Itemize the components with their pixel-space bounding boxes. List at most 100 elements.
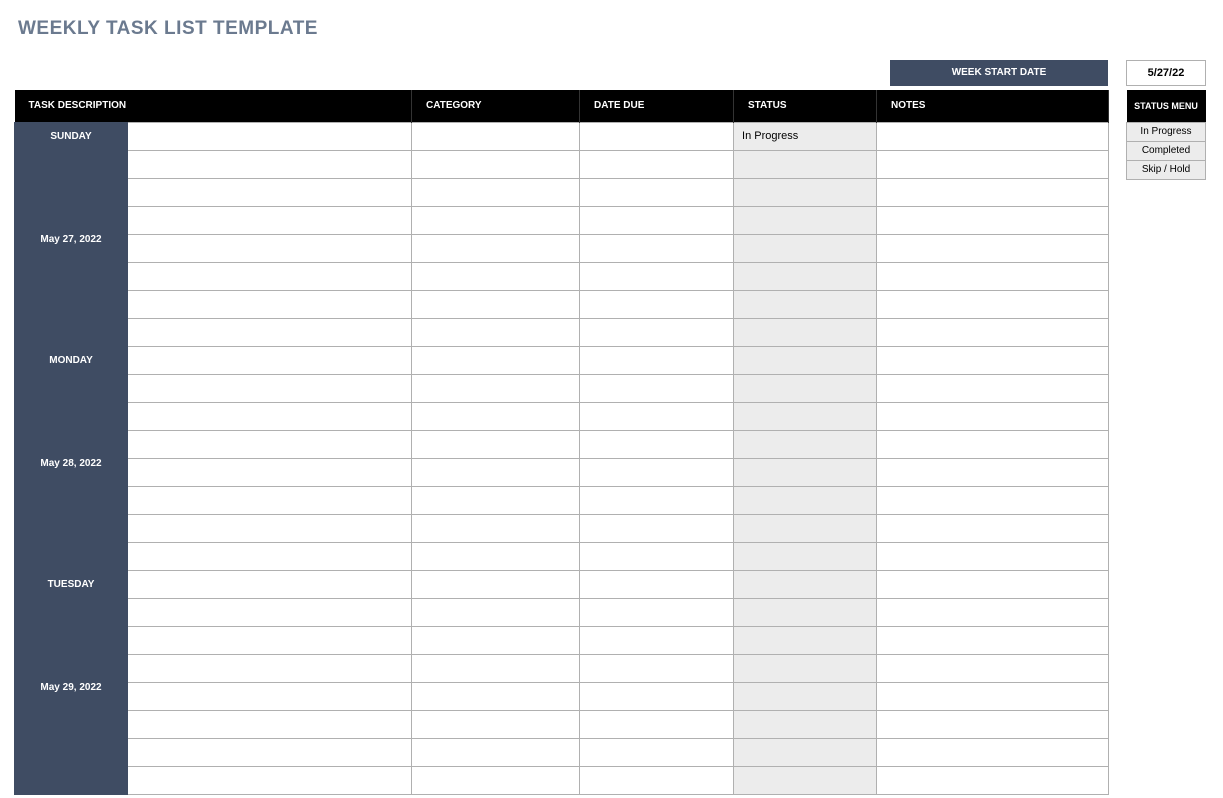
notes-cell[interactable] bbox=[877, 206, 1109, 234]
notes-cell[interactable] bbox=[877, 262, 1109, 290]
notes-cell[interactable] bbox=[877, 346, 1109, 374]
category-cell[interactable] bbox=[412, 178, 580, 206]
category-cell[interactable] bbox=[412, 766, 580, 794]
category-cell[interactable] bbox=[412, 318, 580, 346]
notes-cell[interactable] bbox=[877, 514, 1109, 542]
date-due-cell[interactable] bbox=[580, 150, 734, 178]
notes-cell[interactable] bbox=[877, 178, 1109, 206]
task-description-cell[interactable] bbox=[128, 486, 412, 514]
status-cell[interactable] bbox=[734, 402, 877, 430]
notes-cell[interactable] bbox=[877, 682, 1109, 710]
notes-cell[interactable] bbox=[877, 626, 1109, 654]
status-cell[interactable] bbox=[734, 150, 877, 178]
notes-cell[interactable] bbox=[877, 570, 1109, 598]
date-due-cell[interactable] bbox=[580, 766, 734, 794]
status-cell[interactable] bbox=[734, 626, 877, 654]
date-due-cell[interactable] bbox=[580, 374, 734, 402]
category-cell[interactable] bbox=[412, 682, 580, 710]
task-description-cell[interactable] bbox=[128, 290, 412, 318]
task-description-cell[interactable] bbox=[128, 542, 412, 570]
task-description-cell[interactable] bbox=[128, 150, 412, 178]
category-cell[interactable] bbox=[412, 290, 580, 318]
date-due-cell[interactable] bbox=[580, 710, 734, 738]
task-description-cell[interactable] bbox=[128, 178, 412, 206]
status-cell[interactable] bbox=[734, 570, 877, 598]
status-cell[interactable] bbox=[734, 346, 877, 374]
status-cell[interactable] bbox=[734, 206, 877, 234]
date-due-cell[interactable] bbox=[580, 458, 734, 486]
status-cell[interactable] bbox=[734, 710, 877, 738]
task-description-cell[interactable] bbox=[128, 710, 412, 738]
task-description-cell[interactable] bbox=[128, 766, 412, 794]
category-cell[interactable] bbox=[412, 346, 580, 374]
status-cell[interactable] bbox=[734, 178, 877, 206]
category-cell[interactable] bbox=[412, 542, 580, 570]
category-cell[interactable] bbox=[412, 122, 580, 150]
notes-cell[interactable] bbox=[877, 318, 1109, 346]
notes-cell[interactable] bbox=[877, 710, 1109, 738]
task-description-cell[interactable] bbox=[128, 206, 412, 234]
week-start-date-input[interactable]: 5/27/22 bbox=[1126, 60, 1206, 86]
date-due-cell[interactable] bbox=[580, 486, 734, 514]
category-cell[interactable] bbox=[412, 710, 580, 738]
date-due-cell[interactable] bbox=[580, 626, 734, 654]
status-cell[interactable] bbox=[734, 486, 877, 514]
status-cell[interactable] bbox=[734, 290, 877, 318]
category-cell[interactable] bbox=[412, 626, 580, 654]
notes-cell[interactable] bbox=[877, 122, 1109, 150]
category-cell[interactable] bbox=[412, 150, 580, 178]
category-cell[interactable] bbox=[412, 430, 580, 458]
notes-cell[interactable] bbox=[877, 150, 1109, 178]
task-description-cell[interactable] bbox=[128, 430, 412, 458]
task-description-cell[interactable] bbox=[128, 738, 412, 766]
task-description-cell[interactable] bbox=[128, 626, 412, 654]
task-description-cell[interactable] bbox=[128, 234, 412, 262]
task-description-cell[interactable] bbox=[128, 458, 412, 486]
status-cell[interactable] bbox=[734, 738, 877, 766]
task-description-cell[interactable] bbox=[128, 682, 412, 710]
notes-cell[interactable] bbox=[877, 598, 1109, 626]
status-menu-item[interactable]: In Progress bbox=[1127, 122, 1206, 141]
task-description-cell[interactable] bbox=[128, 346, 412, 374]
category-cell[interactable] bbox=[412, 402, 580, 430]
date-due-cell[interactable] bbox=[580, 738, 734, 766]
date-due-cell[interactable] bbox=[580, 570, 734, 598]
status-cell[interactable] bbox=[734, 374, 877, 402]
notes-cell[interactable] bbox=[877, 374, 1109, 402]
status-cell[interactable] bbox=[734, 766, 877, 794]
status-cell[interactable] bbox=[734, 234, 877, 262]
task-description-cell[interactable] bbox=[128, 654, 412, 682]
date-due-cell[interactable] bbox=[580, 262, 734, 290]
notes-cell[interactable] bbox=[877, 402, 1109, 430]
date-due-cell[interactable] bbox=[580, 234, 734, 262]
notes-cell[interactable] bbox=[877, 458, 1109, 486]
date-due-cell[interactable] bbox=[580, 654, 734, 682]
category-cell[interactable] bbox=[412, 738, 580, 766]
category-cell[interactable] bbox=[412, 234, 580, 262]
status-cell[interactable]: In Progress bbox=[734, 122, 877, 150]
date-due-cell[interactable] bbox=[580, 290, 734, 318]
date-due-cell[interactable] bbox=[580, 318, 734, 346]
notes-cell[interactable] bbox=[877, 234, 1109, 262]
category-cell[interactable] bbox=[412, 654, 580, 682]
status-cell[interactable] bbox=[734, 318, 877, 346]
notes-cell[interactable] bbox=[877, 290, 1109, 318]
task-description-cell[interactable] bbox=[128, 374, 412, 402]
category-cell[interactable] bbox=[412, 570, 580, 598]
date-due-cell[interactable] bbox=[580, 346, 734, 374]
category-cell[interactable] bbox=[412, 206, 580, 234]
category-cell[interactable] bbox=[412, 598, 580, 626]
date-due-cell[interactable] bbox=[580, 514, 734, 542]
status-cell[interactable] bbox=[734, 458, 877, 486]
task-description-cell[interactable] bbox=[128, 598, 412, 626]
notes-cell[interactable] bbox=[877, 486, 1109, 514]
notes-cell[interactable] bbox=[877, 654, 1109, 682]
status-cell[interactable] bbox=[734, 514, 877, 542]
task-description-cell[interactable] bbox=[128, 570, 412, 598]
date-due-cell[interactable] bbox=[580, 206, 734, 234]
task-description-cell[interactable] bbox=[128, 514, 412, 542]
status-menu-item[interactable]: Completed bbox=[1127, 141, 1206, 160]
notes-cell[interactable] bbox=[877, 738, 1109, 766]
date-due-cell[interactable] bbox=[580, 178, 734, 206]
category-cell[interactable] bbox=[412, 374, 580, 402]
